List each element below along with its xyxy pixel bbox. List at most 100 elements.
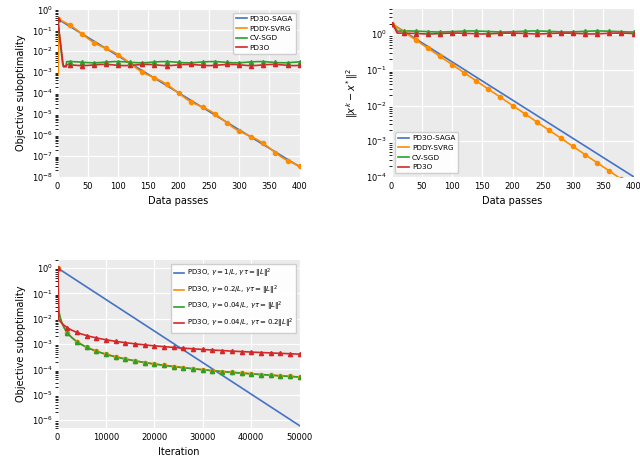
PDDY-SVRG bbox=[630, 185, 637, 190]
PDDY-SVRG bbox=[565, 141, 573, 147]
X-axis label: Iteration: Iteration bbox=[158, 447, 199, 457]
PD3O, $\gamma = 0.2/L$, $\gamma\tau = \|L\|^2$ bbox=[54, 265, 61, 271]
Line: PD3O-SAGA: PD3O-SAGA bbox=[58, 19, 300, 167]
PD3O, $\gamma = 0.2/L$, $\gamma\tau = \|L\|^2$ bbox=[142, 360, 150, 366]
CV-SGD bbox=[209, 59, 216, 64]
PDDY-SVRG bbox=[542, 125, 550, 131]
PD3O bbox=[141, 62, 149, 67]
CV-SGD bbox=[232, 60, 239, 66]
PD3O, $\gamma = 1/L$, $\gamma\tau = \|L\|^2$ bbox=[114, 304, 122, 310]
PD3O, $\gamma = 0.2/L$, $\gamma\tau = \|L\|^2$ bbox=[210, 368, 218, 374]
PD3O, $\gamma = 1/L$, $\gamma\tau = \|L\|^2$ bbox=[142, 322, 150, 328]
Line: PD3O: PD3O bbox=[392, 24, 634, 34]
PD3O bbox=[479, 31, 486, 37]
CV-SGD bbox=[566, 29, 573, 35]
PD3O-SAGA bbox=[475, 76, 483, 81]
PD3O, $\gamma = 0.04/L$, $\gamma\tau = 0.2\|L\|^2$ bbox=[296, 351, 303, 357]
PD3O bbox=[419, 31, 427, 37]
PD3O bbox=[296, 63, 303, 68]
CV-SGD bbox=[562, 29, 570, 35]
PD3O, $\gamma = 0.2/L$, $\gamma\tau = \|L\|^2$ bbox=[212, 368, 220, 374]
CV-SGD bbox=[475, 28, 483, 34]
PD3O bbox=[60, 64, 67, 70]
PD3O, $\gamma = 0.2/L$, $\gamma\tau = \|L\|^2$ bbox=[296, 374, 303, 380]
PD3O bbox=[566, 31, 573, 36]
PD3O, $\gamma = 0.04/L$, $\gamma\tau = \|L\|^2$ bbox=[124, 357, 132, 362]
PD3O bbox=[543, 31, 550, 37]
X-axis label: Data passes: Data passes bbox=[148, 196, 209, 206]
PD3O-SAGA bbox=[296, 164, 303, 170]
PD3O bbox=[54, 16, 61, 22]
Line: PD3O, $\gamma = 0.2/L$, $\gamma\tau = \|L\|^2$: PD3O, $\gamma = 0.2/L$, $\gamma\tau = \|… bbox=[58, 268, 300, 377]
PD3O, $\gamma = 0.04/L$, $\gamma\tau = \|L\|^2$ bbox=[210, 368, 218, 374]
PD3O, $\gamma = 0.04/L$, $\gamma\tau = 0.2\|L\|^2$ bbox=[254, 350, 262, 355]
Line: CV-SGD: CV-SGD bbox=[58, 19, 300, 66]
PD3O, $\gamma = 1/L$, $\gamma\tau = \|L\|^2$ bbox=[124, 311, 132, 317]
CV-SGD bbox=[176, 60, 184, 65]
PD3O bbox=[187, 62, 195, 67]
PDDY-SVRG bbox=[85, 37, 93, 42]
PDDY-SVRG bbox=[54, 16, 61, 22]
Legend: PD3O-SAGA, PDDY-SVRG, CV-SGD, PD3O: PD3O-SAGA, PDDY-SVRG, CV-SGD, PD3O bbox=[395, 132, 458, 173]
CV-SGD bbox=[630, 29, 637, 35]
CV-SGD bbox=[296, 59, 303, 65]
PD3O-SAGA bbox=[208, 110, 216, 116]
PD3O, $\gamma = 0.04/L$, $\gamma\tau = \|L\|^2$ bbox=[114, 354, 122, 360]
PD3O-SAGA bbox=[231, 125, 239, 130]
Legend: PD3O, $\gamma = 1/L$, $\gamma\tau = \|L\|^2$, PD3O, $\gamma = 0.2/L$, $\gamma\ta: PD3O, $\gamma = 1/L$, $\gamma\tau = \|L\… bbox=[171, 264, 296, 333]
PD3O, $\gamma = 0.04/L$, $\gamma\tau = \|L\|^2$ bbox=[212, 368, 220, 374]
PD3O, $\gamma = 0.2/L$, $\gamma\tau = \|L\|^2$ bbox=[114, 354, 122, 360]
CV-SGD bbox=[187, 60, 195, 66]
PD3O, $\gamma = 1/L$, $\gamma\tau = \|L\|^2$ bbox=[210, 367, 218, 372]
PDDY-SVRG bbox=[296, 163, 303, 169]
Legend: PD3O-SAGA, PDDY-SVRG, CV-SGD, PD3O: PD3O-SAGA, PDDY-SVRG, CV-SGD, PD3O bbox=[233, 13, 296, 54]
PD3O, $\gamma = 1/L$, $\gamma\tau = \|L\|^2$ bbox=[254, 396, 262, 401]
CV-SGD bbox=[141, 60, 149, 65]
PD3O bbox=[86, 63, 93, 68]
PD3O-SAGA bbox=[186, 97, 194, 102]
PDDY-SVRG bbox=[208, 109, 216, 115]
PDDY-SVRG bbox=[186, 99, 194, 104]
PD3O, $\gamma = 0.04/L$, $\gamma\tau = 0.2\|L\|^2$ bbox=[124, 340, 132, 346]
PDDY-SVRG bbox=[475, 80, 483, 86]
PD3O bbox=[510, 31, 518, 36]
PD3O bbox=[232, 62, 239, 67]
Y-axis label: Objective suboptimality: Objective suboptimality bbox=[16, 286, 26, 402]
CV-SGD bbox=[54, 16, 61, 22]
Y-axis label: Objective suboptimality: Objective suboptimality bbox=[16, 35, 26, 151]
PD3O-SAGA bbox=[630, 174, 637, 180]
CV-SGD bbox=[60, 63, 67, 69]
PD3O, $\gamma = 0.04/L$, $\gamma\tau = \|L\|^2$ bbox=[296, 374, 303, 380]
PD3O-SAGA bbox=[175, 90, 183, 96]
PD3O, $\gamma = 0.04/L$, $\gamma\tau = \|L\|^2$ bbox=[54, 265, 61, 271]
PD3O, $\gamma = 0.04/L$, $\gamma\tau = 0.2\|L\|^2$ bbox=[212, 347, 220, 353]
Line: CV-SGD: CV-SGD bbox=[392, 24, 634, 32]
PDDY-SVRG bbox=[231, 126, 239, 132]
PD3O, $\gamma = 1/L$, $\gamma\tau = \|L\|^2$ bbox=[296, 423, 303, 429]
PDDY-SVRG bbox=[175, 91, 183, 96]
PDDY-SVRG bbox=[141, 70, 148, 76]
PD3O bbox=[475, 31, 483, 37]
PD3O, $\gamma = 0.04/L$, $\gamma\tau = 0.2\|L\|^2$ bbox=[54, 265, 61, 271]
Line: PD3O, $\gamma = 0.04/L$, $\gamma\tau = \|L\|^2$: PD3O, $\gamma = 0.04/L$, $\gamma\tau = \… bbox=[58, 268, 300, 377]
PDDY-SVRG bbox=[388, 21, 396, 26]
CV-SGD bbox=[86, 60, 93, 65]
CV-SGD bbox=[520, 28, 528, 34]
PD3O-SAGA bbox=[419, 41, 427, 47]
PDDY-SVRG bbox=[509, 103, 517, 109]
CV-SGD bbox=[509, 29, 517, 34]
PD3O, $\gamma = 0.04/L$, $\gamma\tau = \|L\|^2$ bbox=[142, 360, 150, 366]
PDDY-SVRG bbox=[419, 42, 427, 47]
CV-SGD bbox=[542, 29, 550, 34]
PD3O-SAGA bbox=[388, 21, 396, 26]
PD3O-SAGA bbox=[565, 133, 573, 139]
PD3O, $\gamma = 0.04/L$, $\gamma\tau = \|L\|^2$ bbox=[254, 371, 262, 377]
Y-axis label: $\|x^k - x^*\|^2$: $\|x^k - x^*\|^2$ bbox=[344, 68, 360, 118]
PD3O, $\gamma = 1/L$, $\gamma\tau = \|L\|^2$ bbox=[54, 265, 61, 271]
PD3O, $\gamma = 0.04/L$, $\gamma\tau = 0.2\|L\|^2$ bbox=[114, 339, 122, 345]
PD3O-SAGA bbox=[509, 98, 517, 103]
PD3O, $\gamma = 1/L$, $\gamma\tau = \|L\|^2$ bbox=[212, 368, 220, 374]
Line: PD3O: PD3O bbox=[58, 19, 300, 67]
PD3O-SAGA bbox=[141, 70, 148, 75]
PD3O, $\gamma = 0.2/L$, $\gamma\tau = \|L\|^2$ bbox=[254, 371, 262, 377]
